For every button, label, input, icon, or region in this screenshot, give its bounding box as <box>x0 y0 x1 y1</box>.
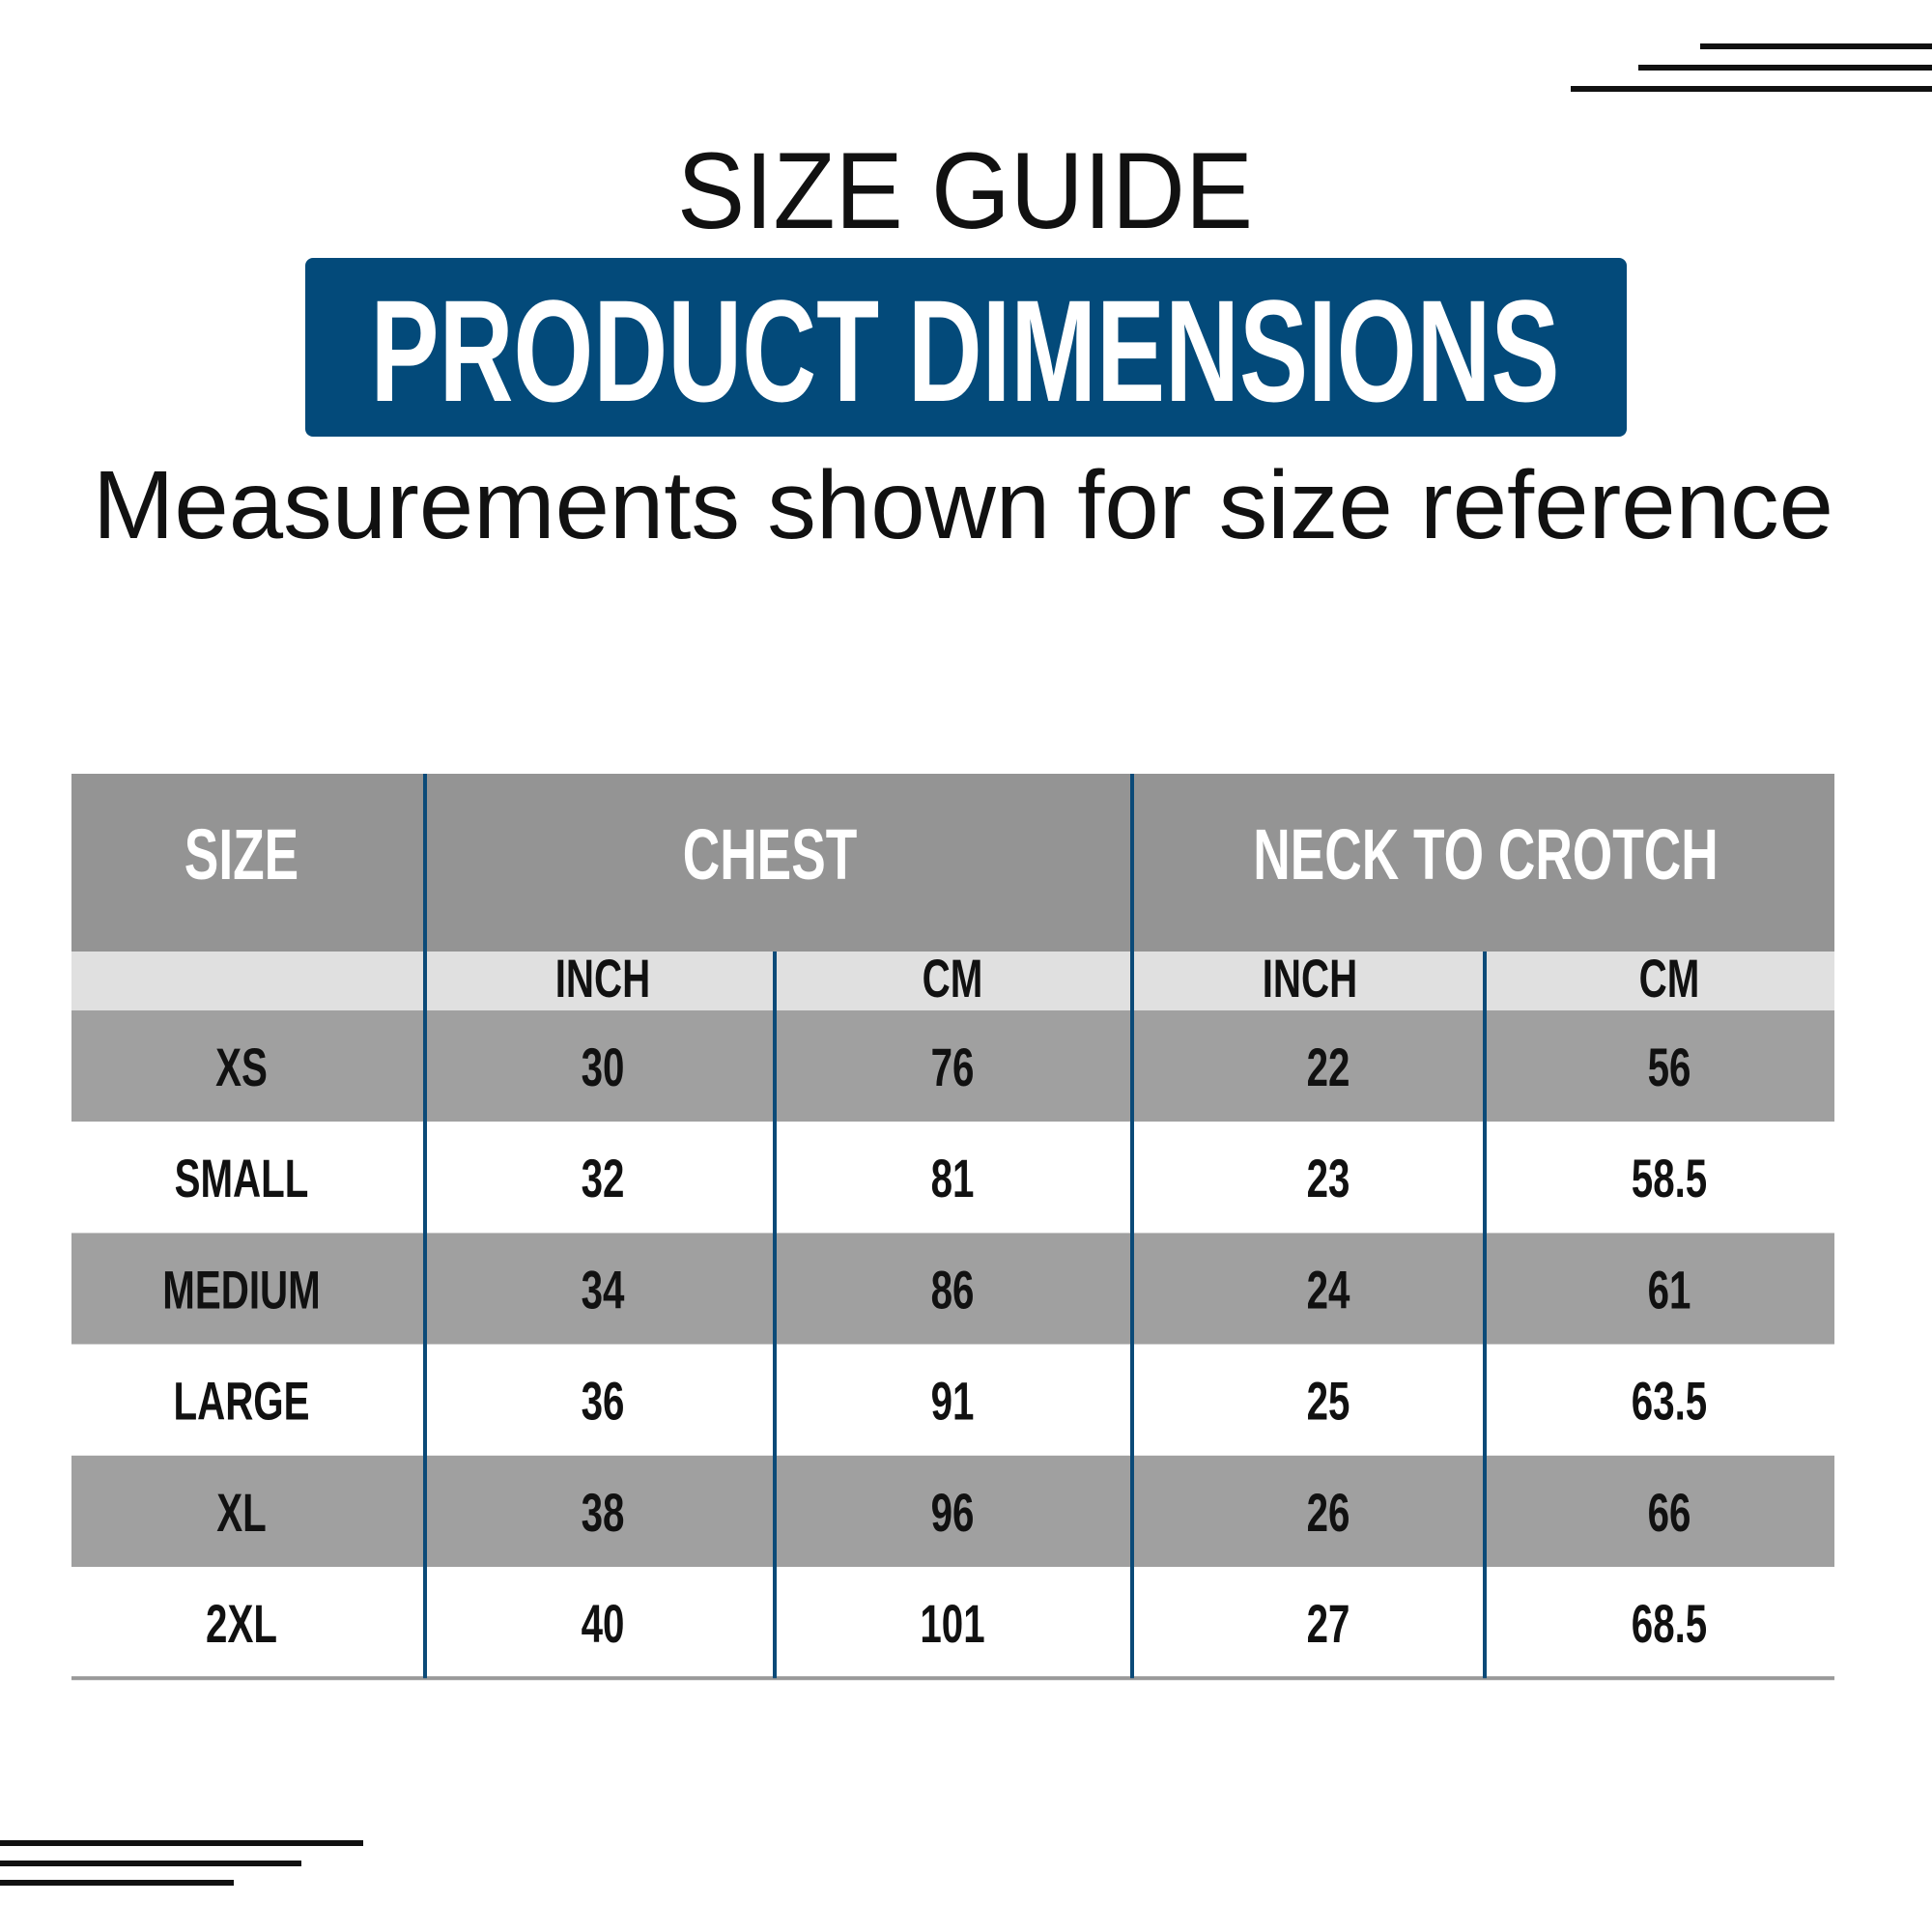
measurement-group: 63.5 <box>1632 1372 1707 1432</box>
measurement-group: 27 <box>1307 1595 1350 1655</box>
measurement: 86 <box>931 1261 975 1321</box>
measurement-group: 86 <box>931 1261 975 1321</box>
measurement: 36 <box>582 1372 625 1432</box>
size-label: LARGE <box>173 1372 309 1432</box>
unit-header-group: INCH <box>555 950 651 1009</box>
size-label: 2XL <box>206 1595 277 1655</box>
size-label: XL <box>216 1483 267 1543</box>
measurement-group: 23 <box>1307 1150 1350 1209</box>
measurement: 81 <box>931 1150 975 1209</box>
measurement-group: 38 <box>582 1483 625 1543</box>
table-row <box>71 1010 1834 1122</box>
decor-top-right <box>1571 43 1932 92</box>
unit-header: CM <box>1639 950 1700 1009</box>
unit-header-group: INCH <box>1263 950 1358 1009</box>
unit-header: CM <box>923 950 983 1009</box>
measurement: 63.5 <box>1632 1372 1707 1432</box>
size-label: MEDIUM <box>162 1261 320 1321</box>
measurement: 56 <box>1648 1038 1691 1098</box>
table-row <box>71 1455 1834 1567</box>
measurement: 34 <box>582 1261 625 1321</box>
measurement-group: 34 <box>582 1261 625 1321</box>
measurement-group: 25 <box>1307 1372 1350 1432</box>
size-label-group: SMALL <box>175 1150 309 1209</box>
unit-header: INCH <box>555 950 651 1009</box>
measurement: 32 <box>582 1150 625 1209</box>
size-label-group: XL <box>216 1483 267 1543</box>
size-label-group: 2XL <box>206 1595 277 1655</box>
measurement: 58.5 <box>1632 1150 1707 1209</box>
measurement-group: 30 <box>582 1038 625 1098</box>
group-header: NECK TO CROTCH <box>1253 814 1718 895</box>
size-label-group: LARGE <box>173 1372 309 1432</box>
measurement: 23 <box>1307 1150 1350 1209</box>
unit-header-group: CM <box>923 950 983 1009</box>
measurement-group: 56 <box>1648 1038 1691 1098</box>
group-header-group: SIZE <box>185 814 298 895</box>
group-header-group: CHEST <box>683 814 858 895</box>
size-label: XS <box>215 1038 268 1098</box>
size-label-group: XS <box>215 1038 268 1098</box>
table: SIZE CHEST NECK TO CROTCH INCH CM INCH CM XS 30 7… <box>71 774 1834 1681</box>
measurement: 61 <box>1648 1261 1691 1321</box>
size-label: SMALL <box>175 1150 309 1209</box>
group-header-group: NECK TO CROTCH <box>1253 814 1718 895</box>
measurement-group: 40 <box>582 1595 625 1655</box>
measurement: 101 <box>920 1595 984 1655</box>
measurement: 30 <box>582 1038 625 1098</box>
measurement-group: 91 <box>931 1372 975 1432</box>
measurement-group: 26 <box>1307 1483 1350 1543</box>
measurement: 27 <box>1307 1595 1350 1655</box>
measurement: 40 <box>582 1595 625 1655</box>
measurement: 91 <box>931 1372 975 1432</box>
unit-header: INCH <box>1263 950 1358 1009</box>
measurement-group: 68.5 <box>1632 1595 1707 1655</box>
measurement-group: 24 <box>1307 1261 1350 1321</box>
measurement-group: 101 <box>920 1595 984 1655</box>
measurement: 26 <box>1307 1483 1350 1543</box>
table-row <box>71 1344 1834 1456</box>
subtitle: Measurements shown for size reference <box>93 451 1833 559</box>
table-row <box>71 1122 1834 1234</box>
measurement: 68.5 <box>1632 1595 1707 1655</box>
measurement-group: 96 <box>931 1483 975 1543</box>
title: SIZE GUIDE <box>677 130 1253 251</box>
measurement: 66 <box>1648 1483 1691 1543</box>
table-row <box>71 1233 1834 1345</box>
measurement-group: 58.5 <box>1632 1150 1707 1209</box>
measurement: 22 <box>1307 1038 1350 1098</box>
banner-text: PRODUCT DIMENSIONS <box>371 270 1560 432</box>
measurement: 76 <box>931 1038 975 1098</box>
measurement-group: 66 <box>1648 1483 1691 1543</box>
group-header-row <box>71 774 1834 952</box>
size-label-group: MEDIUM <box>162 1261 320 1321</box>
measurement: 38 <box>582 1483 625 1543</box>
unit-header-group: CM <box>1639 950 1700 1009</box>
decor-bottom-left <box>0 1840 363 1886</box>
measurement-group: 32 <box>582 1150 625 1209</box>
measurement-group: 22 <box>1307 1038 1350 1098</box>
measurement-group: 36 <box>582 1372 625 1432</box>
unit-header-row <box>71 952 1834 1010</box>
measurement-group: 76 <box>931 1038 975 1098</box>
table-row <box>71 1567 1834 1679</box>
group-header: CHEST <box>683 814 858 895</box>
measurement: 25 <box>1307 1372 1350 1432</box>
measurement-group: 81 <box>931 1150 975 1209</box>
measurement: 24 <box>1307 1261 1350 1321</box>
measurement-group: 61 <box>1648 1261 1691 1321</box>
group-header: SIZE <box>185 814 298 895</box>
measurement: 96 <box>931 1483 975 1543</box>
banner <box>305 258 1627 437</box>
